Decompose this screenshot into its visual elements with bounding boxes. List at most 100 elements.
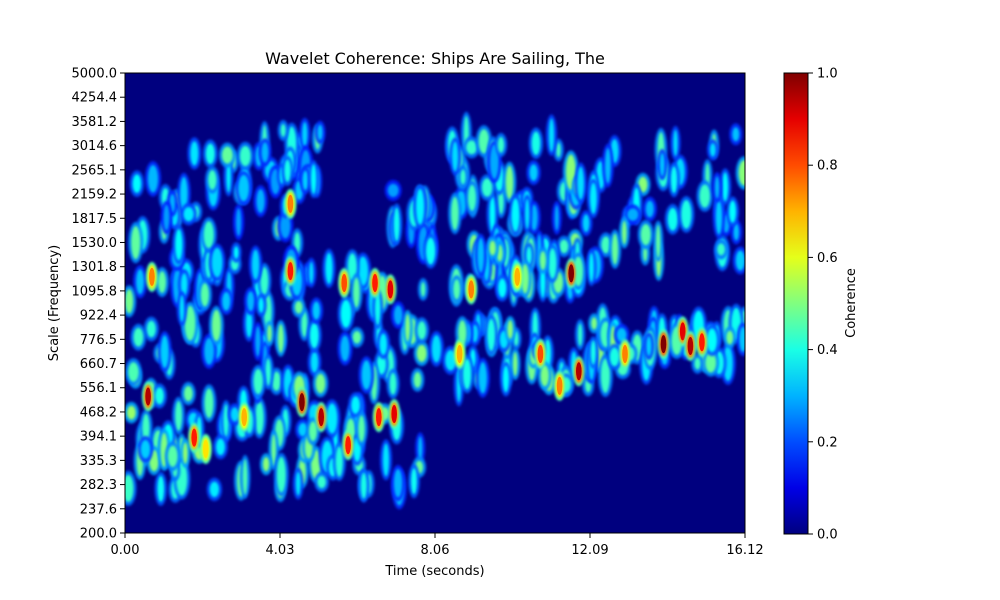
coherence-blob: [453, 279, 461, 300]
coherence-blob: [667, 207, 678, 231]
coherence-blob: [204, 388, 214, 419]
coherence-blob: [726, 330, 734, 345]
coherence-blob: [245, 309, 253, 338]
coherence-blob: [272, 371, 281, 391]
coherence-blob: [295, 471, 301, 496]
y-tick-label: 237.6: [80, 502, 117, 517]
colorbar-tick-label: 0.4: [817, 343, 838, 358]
coherence-blob: [379, 333, 388, 356]
coherence-blob: [301, 311, 308, 338]
coherence-blob: [638, 176, 648, 193]
coherence-blob: [230, 407, 239, 422]
coherence-blob: [468, 184, 476, 211]
coherence-blob: [326, 403, 338, 434]
coherence-hotspot: [203, 440, 209, 458]
coherence-blob: [715, 200, 723, 235]
heatmap-cells: [125, 111, 745, 510]
coherence-blob: [256, 189, 265, 214]
coherence-blob: [308, 421, 318, 442]
coherence-hotspot: [687, 337, 694, 355]
coherence-blob: [351, 396, 360, 414]
coherence-blob: [147, 165, 159, 193]
y-tick-label: 5000.0: [72, 67, 118, 82]
coherence-blob: [411, 468, 417, 495]
y-tick-label: 3581.2: [72, 115, 118, 130]
coherence-blob: [180, 273, 188, 296]
coherence-blob: [125, 289, 134, 314]
coherence-blob: [376, 354, 386, 375]
coherence-hotspot: [456, 345, 463, 363]
coherence-blob: [353, 277, 360, 308]
coherence-blob: [298, 422, 308, 437]
coherence-blob: [317, 475, 327, 489]
coherence-hotspot: [287, 262, 294, 281]
coherence-blob: [611, 233, 619, 265]
coherence-hotspot: [391, 405, 398, 423]
y-tick-label: 282.3: [80, 478, 117, 493]
y-tick-label: 468.2: [80, 405, 117, 420]
coherence-hotspot: [622, 345, 628, 363]
coherence-blob: [739, 326, 745, 352]
coherence-blob: [209, 481, 220, 498]
coherence-blob: [265, 358, 271, 386]
coherence-blob: [426, 237, 436, 265]
coherence-blob: [190, 141, 199, 166]
coherence-blob: [255, 326, 261, 357]
coherence-hotspot: [345, 436, 351, 455]
coherence-blob: [133, 327, 144, 347]
coherence-blob: [673, 129, 678, 157]
coherence-blob: [489, 196, 496, 232]
coherence-blob: [267, 324, 272, 342]
coherence-blob: [705, 352, 717, 373]
coherence-blob: [262, 457, 270, 472]
coherence-blob: [175, 400, 183, 431]
coherence-blob: [155, 387, 164, 405]
coherence-blob: [540, 365, 549, 387]
coherence-blob: [311, 164, 317, 195]
coherence-blob: [548, 118, 555, 152]
coherence-blob: [157, 475, 165, 502]
coherence-blob: [260, 266, 269, 295]
coherence-blob: [125, 474, 134, 502]
coherence-blob: [347, 253, 357, 281]
coherence-blob: [497, 136, 505, 153]
coherence-blob: [554, 205, 559, 231]
coherence-blob: [233, 246, 239, 259]
coherence-blob: [723, 346, 733, 381]
coherence-blob: [146, 320, 156, 338]
coherence-blob: [315, 373, 326, 394]
coherence-blob: [616, 327, 627, 342]
coherence-blob: [502, 365, 509, 393]
coherence-blob: [309, 261, 314, 284]
x-tick-label: 16.12: [726, 543, 763, 558]
colorbar: 0.0 0.2 0.4 0.6 0.8 1.0 Coherence: [783, 67, 859, 543]
coherence-blob: [136, 269, 145, 295]
coherence-blob: [271, 434, 277, 466]
coherence-blob: [158, 271, 167, 294]
coherence-blob: [375, 292, 381, 326]
y-tick-label: 1817.5: [72, 212, 118, 227]
coherence-blob: [182, 442, 188, 464]
coherence-hotspot: [576, 362, 582, 381]
coherence-blob: [643, 245, 648, 262]
coherence-blob: [714, 176, 720, 199]
coherence-blob: [132, 174, 142, 193]
coherence-hotspot: [660, 335, 667, 354]
coherence-hotspot: [341, 274, 348, 292]
coherence-blob: [710, 143, 716, 157]
coherence-blob: [605, 147, 611, 184]
coherence-blob: [203, 221, 214, 249]
y-tick-label: 3014.6: [72, 139, 118, 154]
coherence-blob: [609, 347, 620, 367]
x-tick-label: 8.06: [421, 543, 450, 558]
coherence-blob: [253, 368, 263, 395]
coherence-blob: [126, 405, 136, 420]
y-tick-label: 556.1: [80, 381, 117, 396]
coherence-blob: [226, 161, 231, 193]
colorbar-tick-label: 0.0: [817, 528, 838, 543]
coherence-blob: [128, 362, 139, 382]
coherence-blob: [382, 443, 390, 477]
coherence-blob: [163, 204, 170, 231]
coherence-blob: [732, 127, 740, 142]
coherence-hotspot: [537, 345, 544, 363]
